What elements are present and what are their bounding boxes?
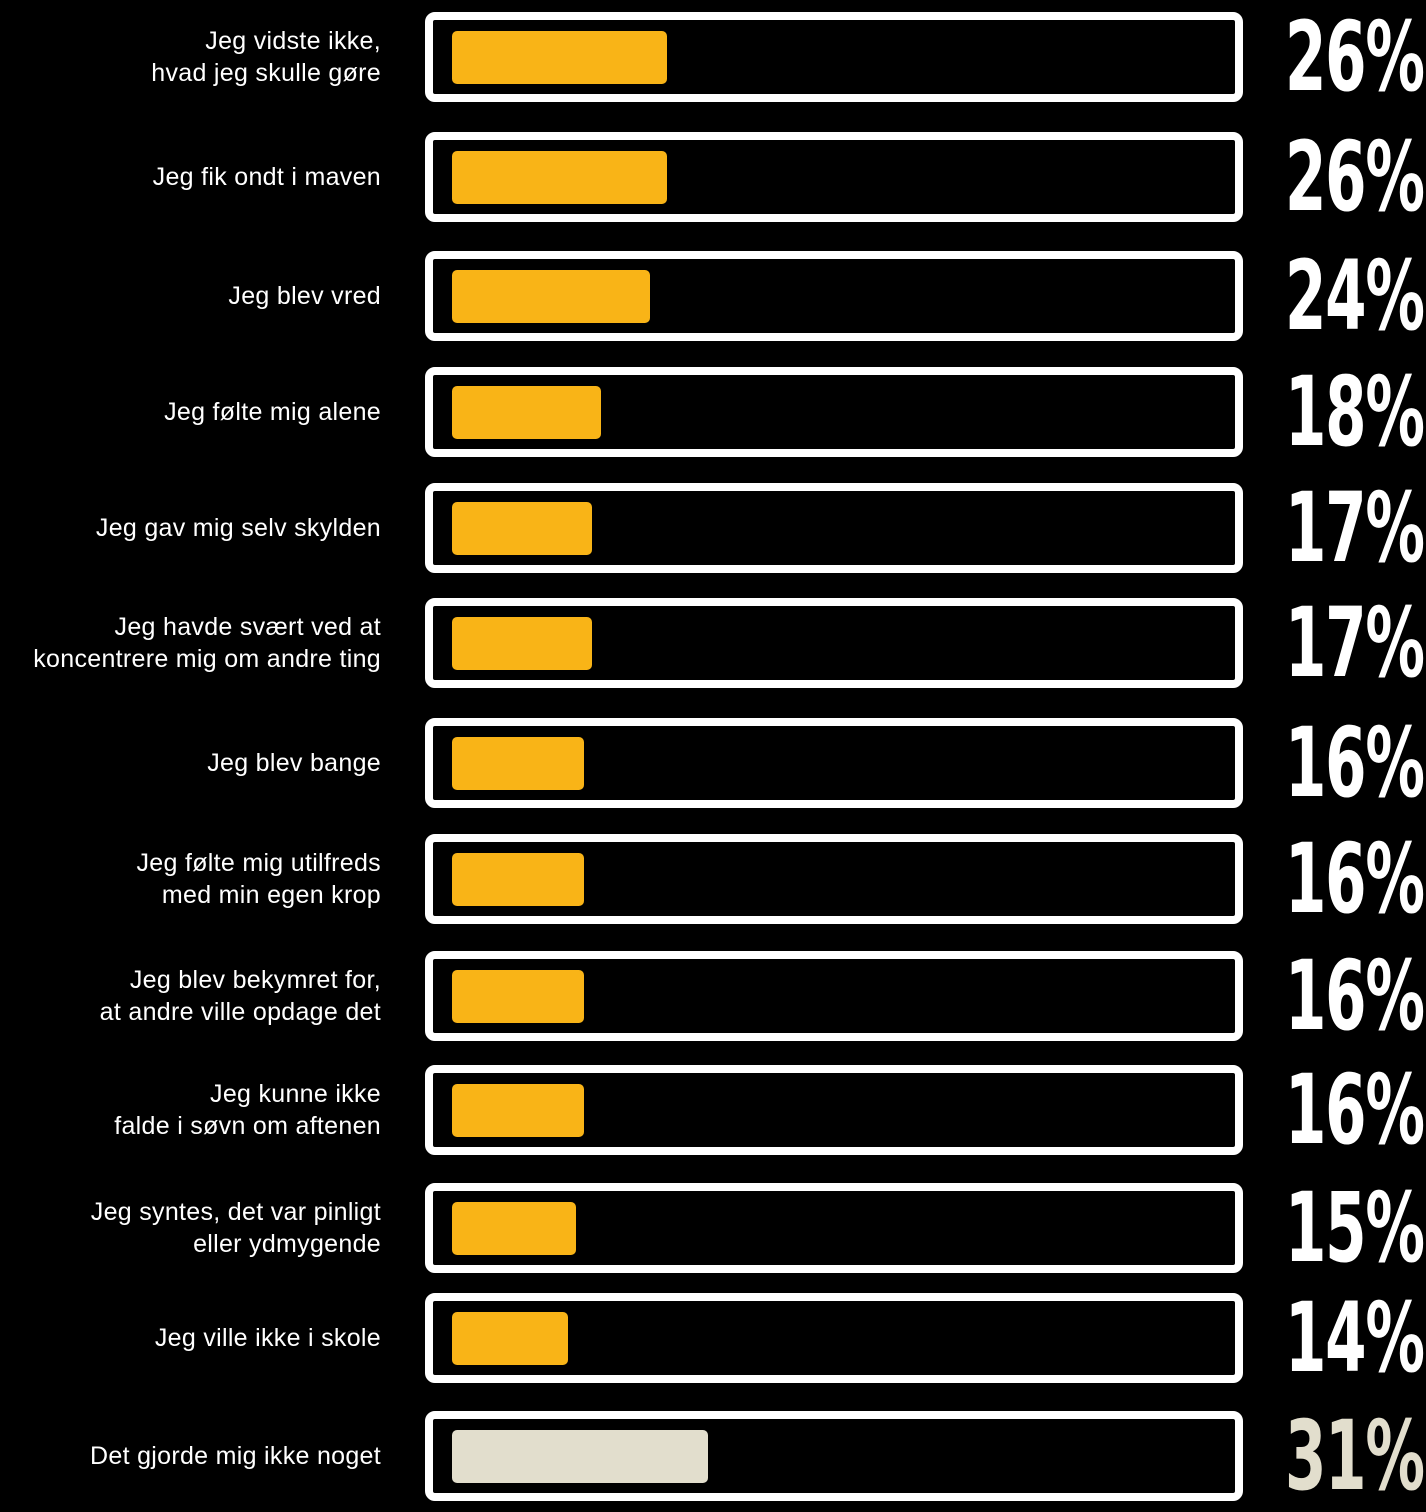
bar-frame xyxy=(425,1293,1243,1383)
value-label: 16% xyxy=(1285,707,1425,819)
bar-fill xyxy=(452,737,584,790)
bar-fill xyxy=(452,386,601,439)
bar-fill xyxy=(452,1084,584,1137)
bar-frame xyxy=(425,834,1243,924)
value-label: 17% xyxy=(1285,587,1425,699)
bar-row: Jeg ville ikke i skole 14% xyxy=(0,1282,1426,1394)
bar-fill xyxy=(452,151,667,204)
bar-fill xyxy=(452,31,667,84)
bar-row: Jeg følte mig utilfreds med min egen kro… xyxy=(0,823,1426,935)
bar-fill xyxy=(452,1312,568,1365)
category-label: Jeg blev bange xyxy=(207,749,381,777)
bar-row: Jeg syntes, det var pinligt eller ydmyge… xyxy=(0,1172,1426,1284)
value-label: 24% xyxy=(1285,240,1425,352)
bar-row: Jeg blev vred 24% xyxy=(0,240,1426,352)
bar-fill xyxy=(452,1202,576,1255)
bar-frame xyxy=(425,718,1243,808)
category-label: Jeg syntes, det var pinligt eller ydmyge… xyxy=(90,1198,381,1258)
bar-fill xyxy=(452,617,592,670)
bar-frame xyxy=(425,132,1243,222)
value-label: 31% xyxy=(1285,1400,1425,1512)
category-label: Jeg følte mig alene xyxy=(164,398,381,426)
bar-row: Jeg vidste ikke, hvad jeg skulle gøre 26% xyxy=(0,1,1426,113)
bar-frame xyxy=(425,251,1243,341)
bar-row: Det gjorde mig ikke noget 31% xyxy=(0,1400,1426,1512)
value-label: 16% xyxy=(1285,1054,1425,1166)
value-label: 16% xyxy=(1285,940,1425,1052)
bar-row: Jeg kunne ikke falde i søvn om aftenen 16… xyxy=(0,1054,1426,1166)
bar-fill xyxy=(452,970,584,1023)
bar-row: Jeg gav mig selv skylden 17% xyxy=(0,472,1426,584)
bar-row: Jeg følte mig alene 18% xyxy=(0,356,1426,468)
category-label: Det gjorde mig ikke noget xyxy=(90,1442,381,1470)
bar-fill xyxy=(452,853,584,906)
bar-frame xyxy=(425,367,1243,457)
bar-frame xyxy=(425,598,1243,688)
bar-fill xyxy=(452,1430,708,1483)
value-label: 18% xyxy=(1285,356,1425,468)
bar-frame xyxy=(425,1065,1243,1155)
category-label: Jeg kunne ikke falde i søvn om aftenen xyxy=(114,1080,381,1140)
value-label: 14% xyxy=(1285,1282,1425,1394)
bar-frame xyxy=(425,951,1243,1041)
category-label: Jeg gav mig selv skylden xyxy=(95,514,381,542)
category-label: Jeg havde svært ved at koncentrere mig o… xyxy=(33,613,381,673)
bar-frame xyxy=(425,1183,1243,1273)
bar-row: Jeg havde svært ved at koncentrere mig o… xyxy=(0,587,1426,699)
category-label: Jeg blev vred xyxy=(228,282,381,310)
value-label: 17% xyxy=(1285,472,1425,584)
category-label: Jeg vidste ikke, hvad jeg skulle gøre xyxy=(151,27,381,87)
bar-frame xyxy=(425,483,1243,573)
category-label: Jeg ville ikke i skole xyxy=(154,1324,381,1352)
bar-row: Jeg blev bekymret for, at andre ville op… xyxy=(0,940,1426,1052)
value-label: 26% xyxy=(1285,121,1425,233)
bar-fill xyxy=(452,502,592,555)
bar-frame xyxy=(425,12,1243,102)
category-label: Jeg følte mig utilfreds med min egen kro… xyxy=(136,849,381,909)
value-label: 16% xyxy=(1285,823,1425,935)
bar-row: Jeg fik ondt i maven 26% xyxy=(0,121,1426,233)
bar-frame xyxy=(425,1411,1243,1501)
bar-fill xyxy=(452,270,650,323)
category-label: Jeg fik ondt i maven xyxy=(152,163,381,191)
value-label: 15% xyxy=(1285,1172,1425,1284)
bar-row: Jeg blev bange 16% xyxy=(0,707,1426,819)
value-label: 26% xyxy=(1285,1,1425,113)
category-label: Jeg blev bekymret for, at andre ville op… xyxy=(99,966,381,1026)
